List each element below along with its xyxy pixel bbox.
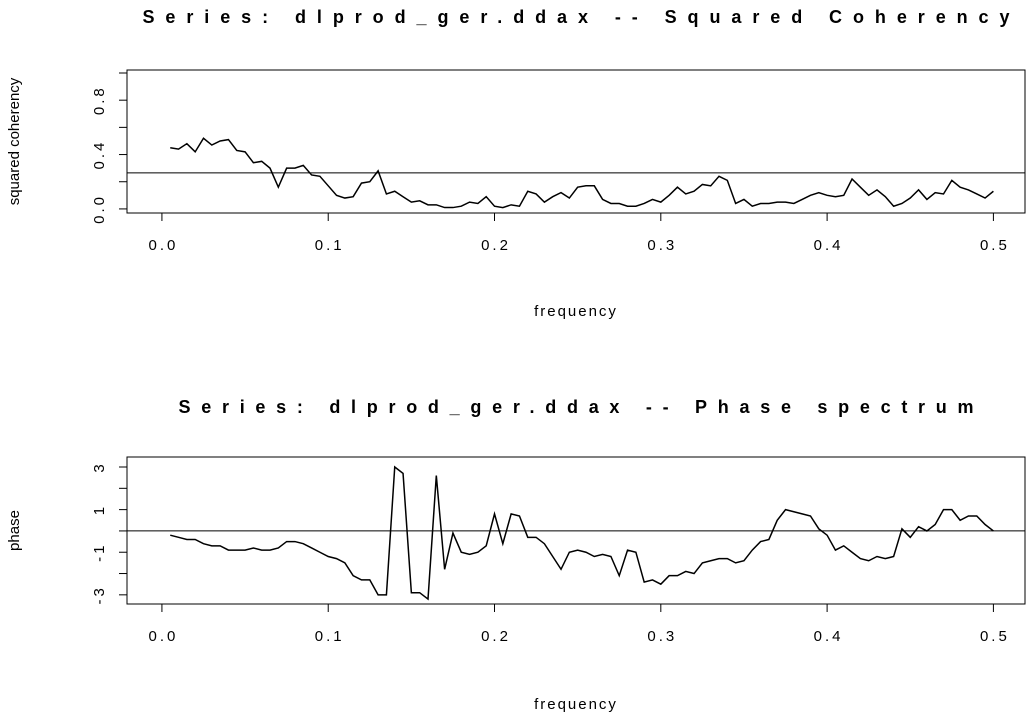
x-tick-label: 0.3 [647, 237, 677, 254]
y-tick-label: 3 [91, 461, 108, 472]
x-tick-label: 0.5 [980, 628, 1010, 645]
data-line [170, 465, 994, 601]
data-line [170, 137, 994, 209]
chart-title: Series: dlprod_ger.ddax -- Phase spectru… [179, 397, 974, 417]
x-tick-label: 0.3 [647, 628, 677, 645]
y-tick-label: -3 [91, 585, 108, 604]
y-tick-label: -1 [91, 543, 108, 562]
y-tick-label: 0.4 [91, 140, 108, 170]
x-tick-label: 0.5 [980, 237, 1010, 254]
x-tick-label: 0.0 [148, 628, 178, 645]
chart-title: Series: dlprod_ger.ddax -- Squared Coher… [143, 7, 1010, 27]
y-axis-label: squared coherency [6, 77, 23, 205]
x-tick-label: 0.4 [814, 237, 844, 254]
y-tick-label: 0.0 [91, 194, 108, 224]
plot-frame [126, 69, 1026, 214]
x-tick-label: 0.2 [481, 237, 511, 254]
x-tick-label: 0.4 [814, 628, 844, 645]
y-tick-label: 0.8 [91, 85, 108, 115]
x-tick-label: 0.2 [481, 628, 511, 645]
x-tick-label: 0.0 [148, 237, 178, 254]
x-axis-label: frequency [534, 303, 618, 320]
y-axis-label: phase [6, 510, 23, 551]
x-axis-label: frequency [534, 696, 618, 713]
y-tick-label: 1 [91, 504, 108, 515]
x-tick-label: 0.1 [315, 237, 345, 254]
x-tick-label: 0.1 [315, 628, 345, 645]
